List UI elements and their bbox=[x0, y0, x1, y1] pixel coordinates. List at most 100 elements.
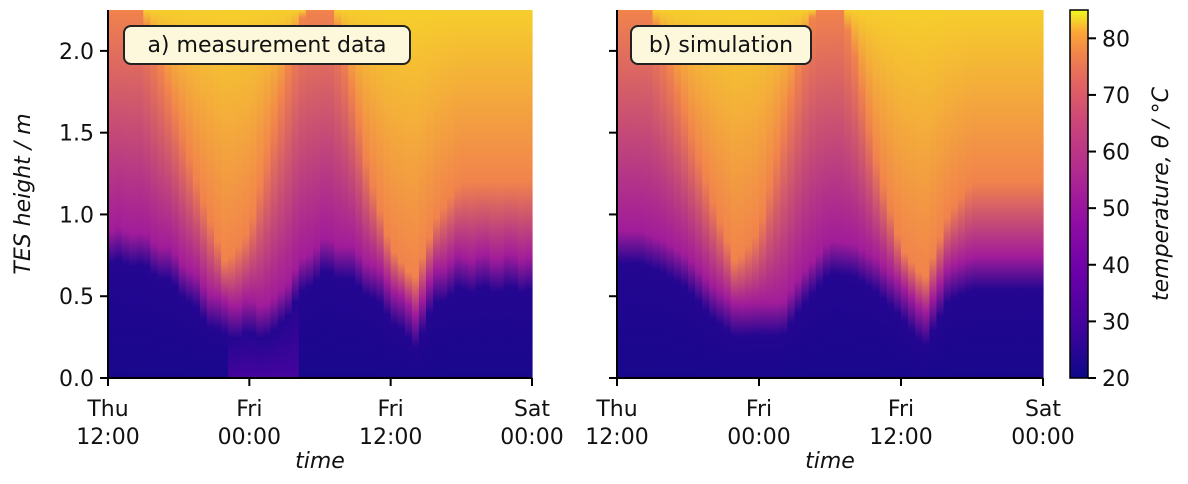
heatmap-column bbox=[489, 10, 498, 378]
heatmap-column bbox=[1007, 10, 1016, 378]
heatmap-column bbox=[659, 10, 668, 378]
heatmap-column bbox=[136, 10, 144, 378]
heatmap-column bbox=[773, 10, 781, 378]
heatmap-column bbox=[730, 10, 739, 378]
heatmap-column bbox=[320, 10, 328, 378]
x-tick-label-time: 00:00 bbox=[500, 425, 563, 450]
heatmap-column bbox=[249, 10, 257, 378]
heatmap-column bbox=[270, 10, 279, 378]
heatmap-column bbox=[397, 10, 406, 378]
heatmap-column bbox=[858, 10, 867, 378]
x-tick-label-day: Fri bbox=[888, 397, 914, 422]
heatmap-column bbox=[908, 10, 916, 378]
heatmap-column bbox=[830, 10, 838, 378]
heatmap-column bbox=[291, 10, 300, 378]
heatmap-column bbox=[440, 10, 448, 378]
heatmap-column bbox=[688, 10, 696, 378]
heatmap-column bbox=[199, 10, 208, 378]
heatmap-column bbox=[115, 10, 123, 378]
heatmap-column bbox=[872, 10, 881, 378]
heatmap-column bbox=[235, 10, 243, 378]
heatmap-column bbox=[383, 10, 392, 378]
x-tick-label-time: 00:00 bbox=[727, 425, 790, 450]
x-tick-label-day: Thu bbox=[595, 397, 637, 422]
heatmap-column bbox=[680, 10, 689, 378]
heatmap-column bbox=[943, 10, 952, 378]
heatmap-column bbox=[242, 10, 250, 378]
heatmap-column bbox=[617, 10, 625, 378]
heatmap-column bbox=[950, 10, 959, 378]
y-ticks-a: 0.0 0.5 1.0 1.5 2.0 bbox=[59, 40, 108, 392]
heatmap-column bbox=[808, 10, 817, 378]
x-axis-label-a: time bbox=[295, 449, 345, 474]
heatmap-column bbox=[122, 10, 130, 378]
heatmap-column bbox=[404, 10, 413, 378]
heatmap-column bbox=[851, 10, 859, 378]
heatmap-column bbox=[305, 10, 314, 378]
heatmap-column bbox=[433, 10, 441, 378]
heatmap-column bbox=[673, 10, 682, 378]
heatmap-column bbox=[652, 10, 661, 378]
heatmap-column bbox=[517, 10, 526, 378]
heatmap-column bbox=[355, 10, 363, 378]
heatmap-column bbox=[936, 10, 945, 378]
heatmap-column bbox=[638, 10, 646, 378]
colorbar-tick-label: 80 bbox=[1102, 27, 1130, 52]
x-ticks-b: Thu 12:00 Fri 00:00 Fri 12:00 Sat 00:00 bbox=[585, 378, 1075, 450]
x-tick-label-time: 00:00 bbox=[218, 425, 281, 450]
x-tick-label-time: 12:00 bbox=[869, 425, 932, 450]
x-tick-label-time: 00:00 bbox=[1011, 425, 1074, 450]
y-ticks-b bbox=[609, 49, 617, 379]
heatmap-column bbox=[256, 10, 265, 378]
y-tick-label: 0.5 bbox=[59, 285, 94, 310]
x-axis-label-b: time bbox=[805, 449, 855, 474]
heatmap-column bbox=[801, 10, 810, 378]
heatmap-column bbox=[362, 10, 371, 378]
heatmap-column bbox=[143, 10, 151, 378]
heatmap-column bbox=[496, 10, 505, 378]
heatmap-column bbox=[263, 10, 272, 378]
heatmap-column bbox=[957, 10, 966, 378]
heatmap-column bbox=[503, 10, 512, 378]
heatmap-column bbox=[794, 10, 803, 378]
heatmap-column bbox=[1014, 10, 1023, 378]
heatmap-column bbox=[972, 10, 980, 378]
panel-a: 0.0 0.5 1.0 1.5 2.0 Thu 12:00 Fri 00:00 Fri 12:00… bbox=[11, 10, 564, 474]
heatmap-column bbox=[411, 10, 420, 378]
heatmap-column bbox=[893, 10, 902, 378]
heatmap-column bbox=[164, 10, 173, 378]
panel-label-b: b) simulation bbox=[649, 33, 793, 58]
heatmap-column bbox=[510, 10, 519, 378]
colorbar-label: temperature, θ / °C bbox=[1149, 86, 1174, 301]
heatmap-column bbox=[993, 10, 1001, 378]
heatmap-column bbox=[298, 10, 307, 378]
heatmap-column bbox=[369, 10, 378, 378]
heatmap-column bbox=[766, 10, 774, 378]
heatmap-column bbox=[709, 10, 717, 378]
heatmap-column bbox=[192, 10, 201, 378]
heatmap-column bbox=[482, 10, 491, 378]
heatmap-column bbox=[284, 10, 293, 378]
x-tick-label-day: Thu bbox=[86, 397, 128, 422]
x-tick-label-time: 12:00 bbox=[359, 425, 422, 450]
colorbar-tick-label: 20 bbox=[1102, 367, 1130, 392]
heatmap-column bbox=[886, 10, 895, 378]
heatmap-column bbox=[751, 10, 760, 378]
y-tick-label: 1.5 bbox=[59, 122, 94, 147]
heatmap-column bbox=[822, 10, 831, 378]
heatmap-column bbox=[915, 10, 923, 378]
heatmap-column bbox=[447, 10, 455, 378]
y-axis-label-a: TES height / m bbox=[11, 113, 36, 274]
heatmap-column bbox=[228, 10, 236, 378]
colorbar-ticks: 20 30 40 50 60 70 80 bbox=[1088, 27, 1130, 392]
heatmap-column bbox=[879, 10, 888, 378]
heatmap-column bbox=[737, 10, 746, 378]
colorbar-tick-label: 50 bbox=[1102, 197, 1130, 222]
heatmap-column bbox=[844, 10, 852, 378]
colorbar: 20 30 40 50 60 70 80 temperature, θ / °C bbox=[1069, 9, 1174, 392]
heatmap-column bbox=[108, 10, 116, 378]
heatmap-column bbox=[475, 10, 484, 378]
panel-label-box-a bbox=[123, 25, 411, 65]
heatmap-column bbox=[171, 10, 180, 378]
